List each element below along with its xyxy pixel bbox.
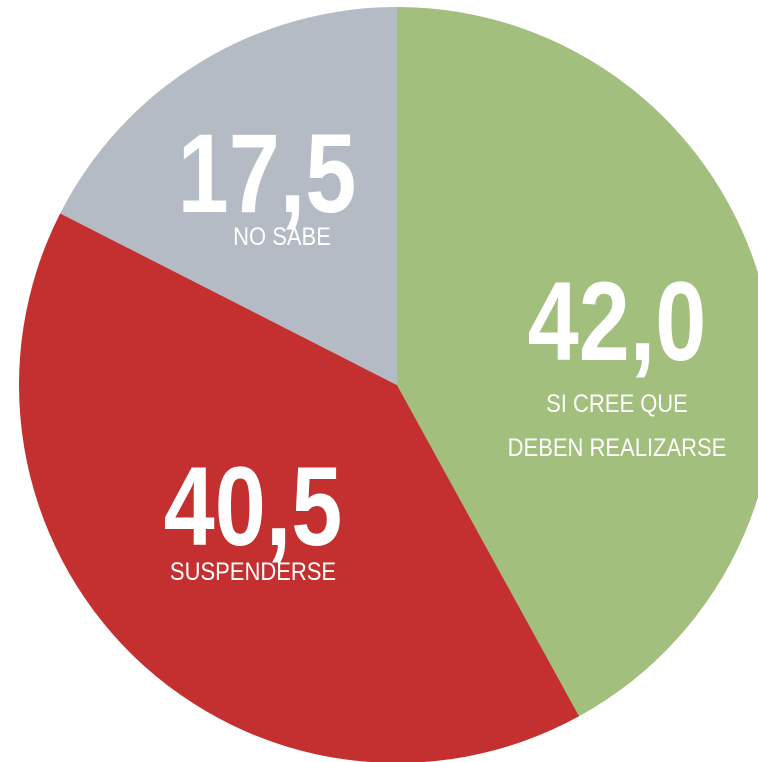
pie-slice xyxy=(19,213,580,762)
category-label: NO SABE xyxy=(233,223,331,251)
pie-slice xyxy=(397,7,758,717)
value-label-group: 40,5 xyxy=(164,443,343,569)
category-label-group: NO SABE xyxy=(233,223,331,251)
category-label: SI CREE QUE DEBEN REALIZARSE xyxy=(508,390,727,462)
category-label-line: SUSPENDERSE xyxy=(170,558,336,586)
category-label-group: SI CREE QUE DEBEN REALIZARSE xyxy=(508,390,727,462)
category-label: SUSPENDERSE xyxy=(170,558,336,586)
category-label-line: DEBEN REALIZARSE xyxy=(508,434,727,462)
pie-slice xyxy=(60,7,398,385)
category-label-line: NO SABE xyxy=(233,223,331,251)
value-label: 40,5 xyxy=(164,443,343,569)
value-label-group: 42,0 xyxy=(528,258,707,384)
category-label-line: SI CREE QUE xyxy=(546,390,688,418)
value-label: 17,5 xyxy=(178,110,357,236)
category-label-group: SUSPENDERSE xyxy=(170,558,336,586)
value-label: 42,0 xyxy=(528,258,707,384)
value-label-group: 17,5 xyxy=(178,110,357,236)
